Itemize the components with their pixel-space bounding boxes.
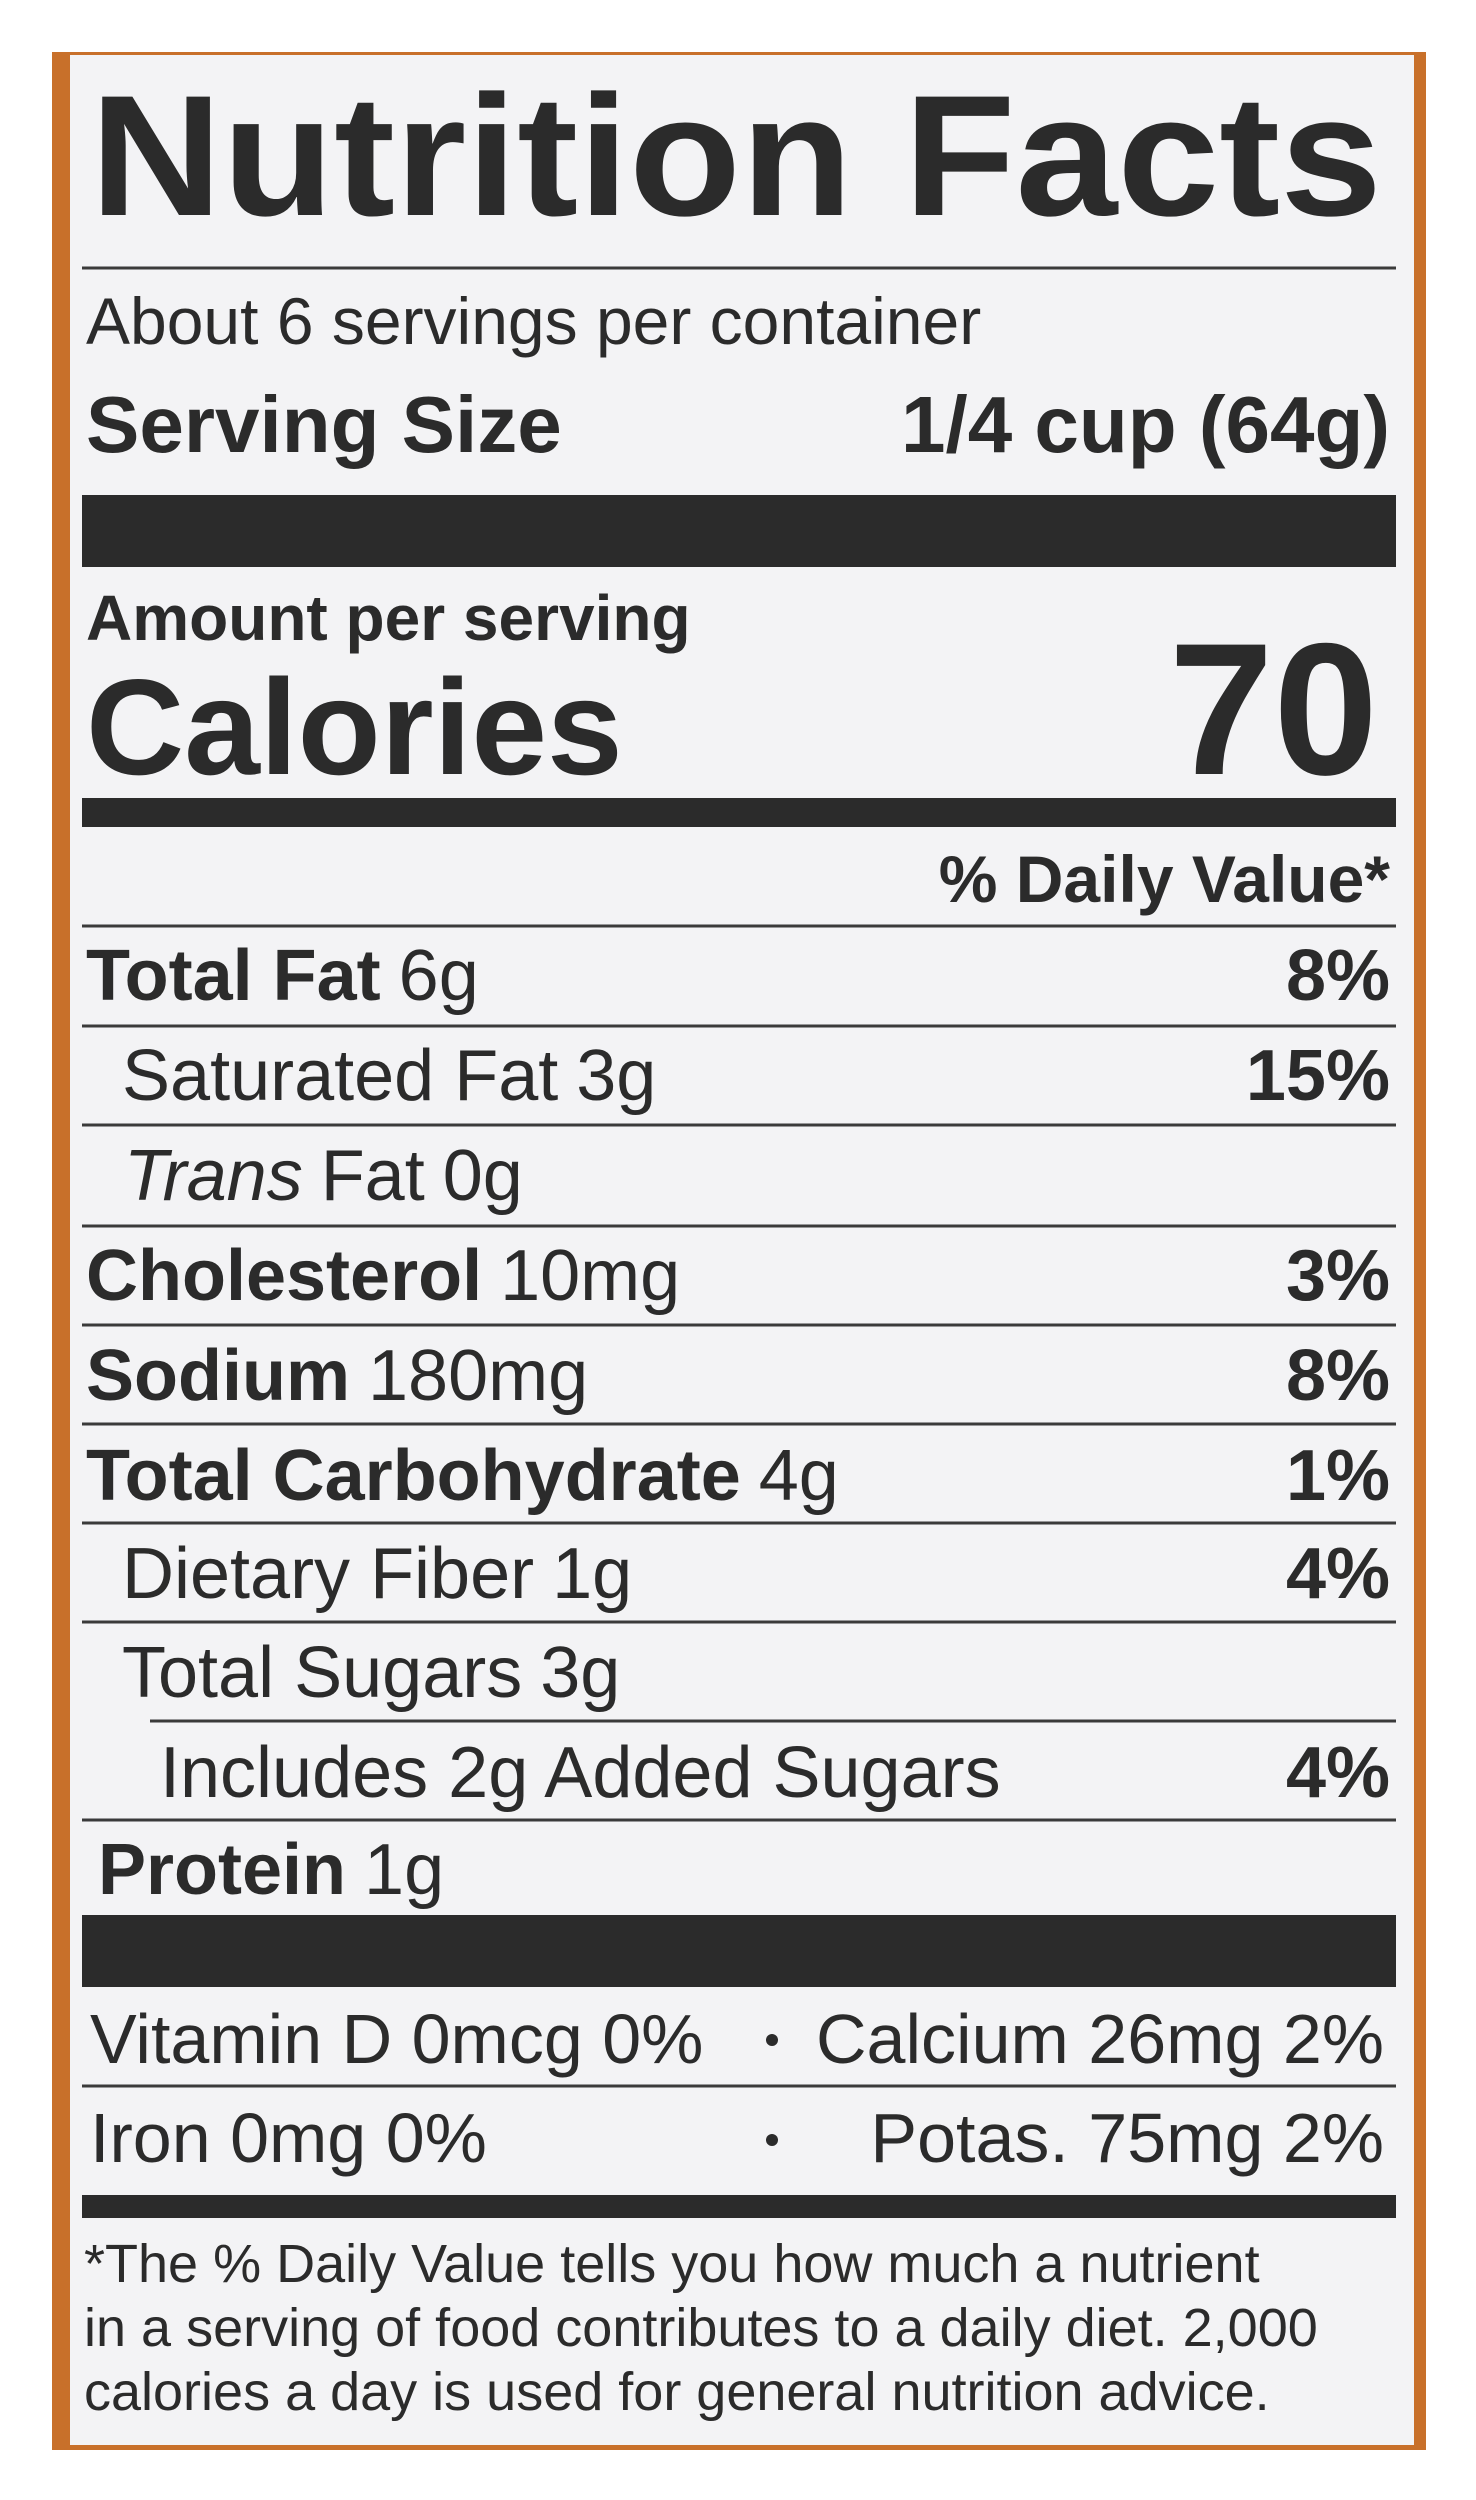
nutrient-name: Protein [98, 1830, 346, 1910]
bullet [766, 2134, 778, 2146]
micronutrient: Iron 0mg 0% [90, 2099, 487, 2177]
footnote: calories a day is used for general nutri… [84, 2362, 1270, 2422]
nutrient-dv: 15% [1246, 1036, 1390, 1116]
thick-bar [82, 1915, 1396, 1987]
nutrient-name: Fat [321, 1136, 425, 1216]
nutrient: Total Sugars 3g [122, 1633, 620, 1713]
nutrient: Sodium 180mg [86, 1336, 588, 1416]
nutrient-name: Saturated Fat [122, 1036, 558, 1116]
serving-size-label: Serving Size [86, 380, 562, 469]
nutrient-amount: 10mg [500, 1236, 680, 1316]
nutrient-amount: 1g [364, 1830, 444, 1910]
nutrient: Total Fat 6g [86, 936, 479, 1016]
dv-header: % Daily Value* [939, 842, 1391, 916]
micronutrient: Calcium 26mg 2% [816, 2000, 1384, 2078]
label-panel [70, 55, 1414, 2445]
nutrient-amount: 4g [759, 1436, 839, 1516]
amount-per-serving: Amount per serving [86, 582, 691, 654]
thick-bar [82, 2195, 1396, 2218]
bullet [766, 2034, 778, 2046]
nutrient: Trans Fat 0g [124, 1136, 523, 1216]
footnote: in a serving of food contributes to a da… [84, 2298, 1318, 2358]
nutrient-amount: 180mg [368, 1336, 588, 1416]
nutrient: Cholesterol 10mg [86, 1236, 680, 1316]
nutrient-dv: 8% [1286, 936, 1390, 1016]
nutrient: Total Carbohydrate 4g [86, 1436, 839, 1516]
nutrient-amount: 1g [552, 1534, 632, 1614]
nutrient: Includes 2g Added Sugars [160, 1733, 1001, 1813]
calories-value: 70 [1169, 604, 1378, 814]
nutrient-dv: 3% [1286, 1236, 1390, 1316]
nutrient-dv: 4% [1286, 1733, 1390, 1813]
nutrient-name: Sodium [86, 1336, 350, 1416]
thick-bar [82, 495, 1396, 567]
nutrient-qualifier: Trans [124, 1136, 303, 1216]
nutrient-dv: 1% [1286, 1436, 1390, 1516]
nutrient-amount: 3g [576, 1036, 656, 1116]
calories-label: Calories [86, 651, 623, 803]
micronutrient: Vitamin D 0mcg 0% [90, 2000, 703, 2078]
nutrient: Protein 1g [98, 1830, 444, 1910]
nutrient-name: Dietary Fiber [122, 1534, 534, 1614]
nutrient-name: Total Fat [86, 936, 381, 1016]
nutrient-name: Cholesterol [86, 1236, 482, 1316]
thick-bar [82, 798, 1396, 827]
nutrient-amount: 0g [443, 1136, 523, 1216]
nutrient-name: Total Sugars [122, 1633, 522, 1713]
nutrient-amount: 3g [540, 1633, 620, 1713]
micronutrient: Potas. 75mg 2% [870, 2099, 1384, 2177]
footnote: *The % Daily Value tells you how much a … [84, 2234, 1260, 2294]
nutrient: Saturated Fat 3g [122, 1036, 656, 1116]
serving-size-value: 1/4 cup (64g) [901, 380, 1390, 469]
nutrient-amount: 6g [399, 936, 479, 1016]
nutrient-dv: 8% [1286, 1336, 1390, 1416]
nutrient-name: Includes 2g Added Sugars [160, 1733, 1001, 1813]
nutrient-dv: 4% [1286, 1534, 1390, 1614]
nutrient: Dietary Fiber 1g [122, 1534, 632, 1614]
nutrient-name: Total Carbohydrate [86, 1436, 741, 1516]
title: Nutrition Facts [90, 60, 1382, 252]
servings: About 6 servings per container [86, 284, 981, 358]
